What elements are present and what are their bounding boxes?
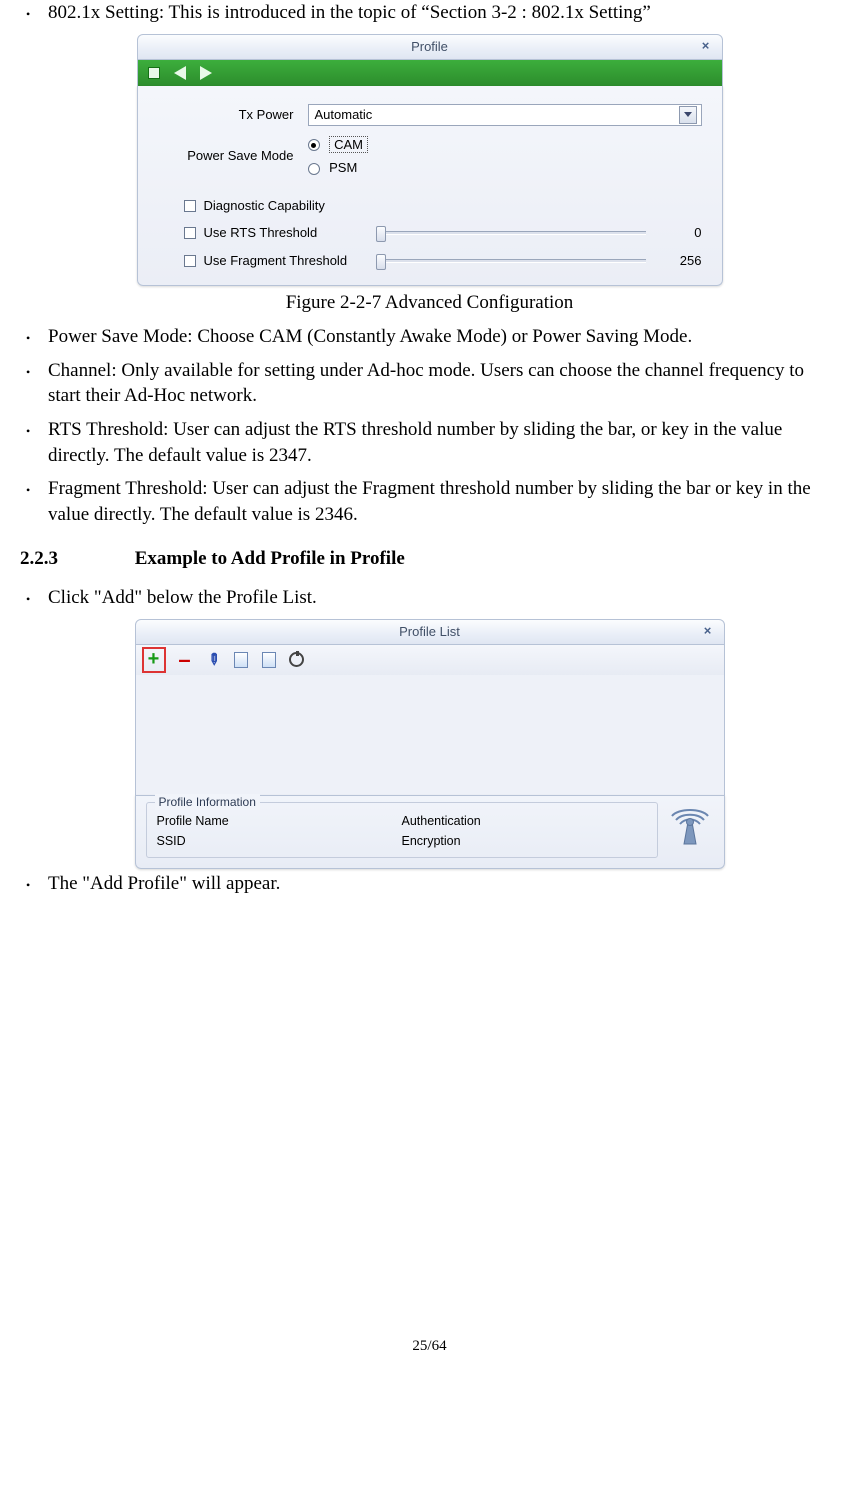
label-encryption: Encryption bbox=[402, 831, 647, 851]
bullet-item: The "Add Profile" will appear. bbox=[20, 871, 839, 897]
frag-value: 256 bbox=[660, 252, 702, 270]
wifi-antenna-icon bbox=[666, 802, 714, 846]
stop-icon[interactable] bbox=[148, 67, 160, 79]
close-icon[interactable]: × bbox=[700, 624, 716, 640]
figure-profile-dialog: Profile × Tx Power Automatic Power Save … bbox=[137, 34, 723, 287]
export-icon[interactable] bbox=[260, 651, 278, 669]
rts-value: 0 bbox=[660, 224, 702, 242]
checkbox-rts[interactable] bbox=[184, 227, 196, 239]
bullet-item: Click "Add" below the Profile List. bbox=[20, 585, 839, 611]
dialog-title: Profile bbox=[411, 38, 448, 56]
dialog-toolbar: + – ✎ bbox=[135, 645, 725, 675]
add-highlight: + bbox=[142, 647, 166, 673]
profile-listbox[interactable] bbox=[135, 675, 725, 795]
radio-cam-label: CAM bbox=[329, 136, 368, 153]
bullet-item: Channel: Only available for setting unde… bbox=[20, 358, 839, 409]
dialog-titlebar: Profile × bbox=[137, 34, 723, 60]
back-icon[interactable] bbox=[174, 66, 186, 80]
radio-psm[interactable] bbox=[308, 163, 320, 175]
label-ssid: SSID bbox=[157, 831, 402, 851]
bullet-item: RTS Threshold: User can adjust the RTS t… bbox=[20, 417, 839, 468]
dropdown-button-icon[interactable] bbox=[679, 106, 697, 124]
slider-thumb-icon[interactable] bbox=[376, 254, 386, 270]
section-heading: 2.2.3 Example to Add Profile in Profile bbox=[20, 546, 839, 572]
bullet-item: Power Save Mode: Choose CAM (Constantly … bbox=[20, 324, 839, 350]
radio-cam[interactable] bbox=[308, 139, 320, 151]
figure-caption: Figure 2-2-7 Advanced Configuration bbox=[20, 290, 839, 316]
figure-profile-list: Profile List × + – ✎ Profile Information… bbox=[135, 619, 725, 869]
frag-slider[interactable] bbox=[378, 259, 646, 263]
dialog-titlebar: Profile List × bbox=[135, 619, 725, 645]
forward-icon[interactable] bbox=[200, 66, 212, 80]
label-authentication: Authentication bbox=[402, 811, 647, 831]
section-number: 2.2.3 bbox=[20, 546, 130, 572]
psm-label: Power Save Mode bbox=[158, 147, 308, 165]
checkbox-rts-label: Use RTS Threshold bbox=[204, 224, 364, 242]
txpower-value: Automatic bbox=[315, 106, 373, 124]
label-profile-name: Profile Name bbox=[157, 811, 402, 831]
rts-slider[interactable] bbox=[378, 231, 646, 235]
radio-psm-label: PSM bbox=[329, 160, 357, 175]
profile-info-panel: Profile Information Profile Name SSID Au… bbox=[135, 795, 725, 869]
dialog-body: Tx Power Automatic Power Save Mode CAM P… bbox=[137, 86, 723, 287]
checkbox-diag[interactable] bbox=[184, 200, 196, 212]
checkbox-frag[interactable] bbox=[184, 255, 196, 267]
bullet-item: 802.1x Setting: This is introduced in th… bbox=[20, 0, 839, 26]
close-icon[interactable]: × bbox=[698, 39, 714, 55]
dialog-title: Profile List bbox=[399, 623, 460, 641]
page-number: 25/64 bbox=[20, 1336, 839, 1356]
checkbox-frag-label: Use Fragment Threshold bbox=[204, 252, 364, 270]
dialog-toolbar bbox=[137, 60, 723, 86]
edit-icon[interactable]: ✎ bbox=[200, 647, 225, 672]
add-icon[interactable]: + bbox=[145, 650, 163, 668]
groupbox-legend: Profile Information bbox=[155, 794, 260, 810]
checkbox-diag-label: Diagnostic Capability bbox=[204, 197, 325, 215]
import-icon[interactable] bbox=[232, 651, 250, 669]
remove-icon[interactable]: – bbox=[176, 651, 194, 669]
txpower-dropdown[interactable]: Automatic bbox=[308, 104, 702, 126]
bullet-item: Fragment Threshold: User can adjust the … bbox=[20, 476, 839, 527]
section-title: Example to Add Profile in Profile bbox=[135, 548, 405, 569]
refresh-icon[interactable] bbox=[288, 651, 306, 669]
txpower-label: Tx Power bbox=[158, 106, 308, 124]
slider-thumb-icon[interactable] bbox=[376, 226, 386, 242]
